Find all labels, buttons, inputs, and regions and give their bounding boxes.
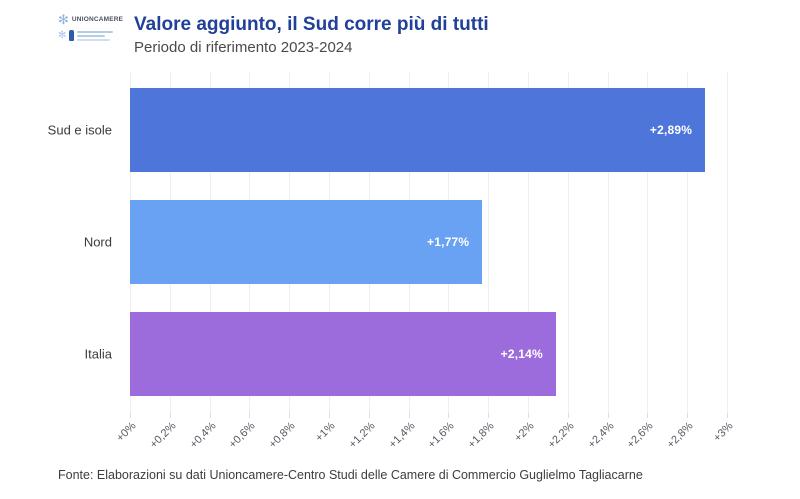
x-tick-mark: [408, 413, 410, 418]
x-tick-mark: [209, 413, 211, 418]
x-tick-label: +1,2%: [346, 420, 378, 451]
x-tick-mark: [528, 413, 529, 418]
x-tick-label: +0,4%: [187, 420, 219, 451]
x-tick-mark: [329, 413, 330, 418]
source-note: Fonte: Elaborazioni su dati Unioncamere-…: [58, 468, 643, 482]
category-axis: Sud e isole Nord Italia: [0, 72, 120, 413]
category-label: Sud e isole: [47, 122, 112, 138]
x-tick-label: +2,2%: [545, 420, 577, 451]
x-tick-label: +1%: [313, 420, 338, 445]
bar-row: +2,89%: [130, 88, 727, 172]
snowflake-icon: ✻: [58, 12, 69, 27]
x-tick-label: +2,4%: [585, 420, 617, 451]
x-tick-mark: [727, 413, 728, 418]
bar-value-label: +1,77%: [426, 235, 470, 249]
x-tick-label: +0,8%: [266, 420, 298, 451]
x-tick-mark: [647, 413, 649, 418]
gridline: [488, 72, 490, 413]
x-tick-mark: [249, 413, 251, 418]
unioncamere-logo-text: UNIONCAMERE: [71, 16, 124, 23]
x-tick-mark: [488, 413, 490, 418]
x-tick-label: +1,6%: [426, 420, 457, 451]
x-tick-mark: [687, 413, 689, 418]
bar-value-label: +2,89%: [649, 123, 693, 137]
bar-sud-e-isole: +2,89%: [130, 88, 706, 172]
x-tick-label: +3%: [711, 420, 736, 445]
x-tick-label: +0%: [114, 420, 139, 445]
x-tick-mark: [607, 413, 609, 418]
x-tick-label: +0,2%: [147, 420, 179, 451]
unioncamere-logo: ✻ UNIONCAMERE: [58, 13, 126, 26]
plot-area: +2,89% +1,77% +2,14%: [130, 72, 728, 418]
x-tick-label: +2%: [512, 420, 537, 445]
title-block: Valore aggiunto, il Sud corre più di tut…: [132, 13, 489, 56]
category-label: Italia: [84, 346, 112, 362]
snowflake-icon: ✻: [58, 29, 67, 41]
x-tick-label: +1,8%: [465, 420, 497, 451]
x-tick-label: +0,6%: [227, 420, 258, 451]
x-tick-mark: [130, 413, 131, 418]
gridline: [647, 72, 649, 413]
tagliacarne-logo-textlines: [77, 30, 114, 41]
gridline: [567, 72, 569, 413]
x-tick-mark: [368, 413, 370, 418]
bar-italia: +2,14%: [130, 312, 556, 396]
chart-title: Valore aggiunto, il Sud corre più di tut…: [134, 14, 489, 35]
x-tick-mark: [169, 413, 171, 418]
bar-row: +2,14%: [130, 312, 727, 396]
x-tick-label: +1,4%: [386, 420, 418, 451]
gridline: [687, 72, 689, 413]
bar-value-label: +2,14%: [500, 347, 543, 361]
gridline: [727, 72, 728, 413]
x-tick-mark: [448, 413, 450, 418]
gridline: [528, 72, 529, 413]
tagliacarne-logo: ✻: [58, 30, 126, 41]
category-label: Nord: [83, 234, 112, 250]
header: ✻ UNIONCAMERE ✻ Valore aggiunto, il Sud …: [58, 13, 489, 56]
bar-nord: +1,77%: [130, 200, 483, 284]
x-axis-labels: +0% +0,2% +0,4% +0,6% +0,8% +1% +1,2% +1,4% +1,6…: [114, 420, 735, 456]
x-tick-label: +2,8%: [664, 420, 696, 451]
chart-subtitle: Periodo di riferimento 2023-2024: [134, 38, 353, 56]
person-icon: [69, 30, 75, 41]
gridline: [607, 72, 609, 413]
logo-block: ✻ UNIONCAMERE ✻: [58, 13, 126, 45]
x-tick-mark: [567, 413, 569, 418]
x-tick-label: +2,6%: [625, 420, 656, 451]
x-tick-mark: [289, 413, 291, 418]
bar-row: +1,77%: [130, 200, 727, 284]
